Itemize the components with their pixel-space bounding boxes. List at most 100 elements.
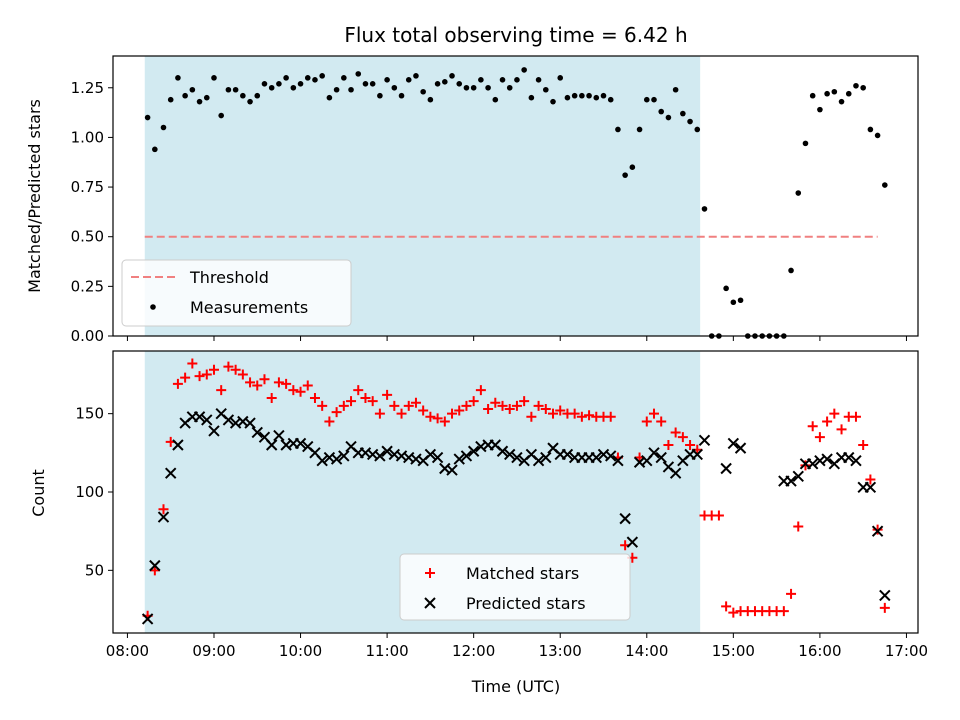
top-legend: Threshold Measurements (121, 259, 352, 327)
top-point-0-35 (398, 92, 405, 99)
top-point-0-38 (420, 88, 426, 95)
bottom-point-0-34 (389, 400, 400, 411)
bottom-point-1-2 (157, 511, 170, 523)
bottom-series-1 (141, 407, 891, 625)
top-point-0-42 (449, 73, 455, 79)
bottom-point-0-54 (533, 400, 544, 411)
bottom-point-1-39 (424, 448, 437, 461)
bottom-point-1-77 (698, 434, 711, 447)
top-point-0-46 (478, 77, 484, 83)
bottom-point-0-50 (504, 403, 515, 414)
x-axis-label: Time (UTC) (471, 677, 560, 696)
bottom-ytick-label-0: 50 (85, 561, 104, 579)
top-point-0-60 (579, 92, 585, 99)
bottom-point-1-83 (792, 470, 804, 483)
bottom-point-1-7 (193, 411, 206, 423)
bottom-point-0-71 (656, 416, 667, 427)
top-point-0-91 (802, 140, 809, 147)
bottom-point-1-54 (532, 454, 545, 467)
top-point-0-67 (629, 164, 636, 171)
bottom-point-0-28 (346, 396, 357, 407)
bottom-point-1-78 (720, 462, 732, 475)
bottom-ytick-label-1: 100 (75, 483, 104, 501)
top-point-0-10 (218, 112, 224, 119)
bottom-point-0-101 (872, 524, 883, 535)
top-point-0-63 (600, 92, 607, 99)
bottom-point-1-80 (734, 442, 747, 454)
top-point-0-47 (485, 84, 491, 91)
top-point-0-51 (514, 77, 520, 83)
bottom-point-1-51 (511, 451, 523, 464)
bottom-point-0-16 (259, 374, 270, 385)
top-point-0-102 (882, 182, 888, 188)
bottom-point-0-47 (483, 403, 494, 414)
bottom-point-1-67 (626, 536, 639, 548)
top-point-0-28 (348, 86, 354, 93)
xtick-label-4: 12:00 (452, 642, 495, 660)
top-point-0-97 (845, 90, 852, 97)
bottom-point-0-12 (230, 364, 241, 375)
top-point-0-29 (355, 71, 362, 77)
top-point-0-2 (160, 124, 167, 131)
bottom-point-1-50 (504, 448, 516, 461)
bottom-point-1-65 (612, 454, 624, 467)
bottom-point-0-22 (302, 380, 313, 391)
bottom-point-0-23 (309, 393, 320, 403)
top-point-0-33 (384, 77, 390, 83)
bottom-point-0-56 (548, 408, 559, 419)
bottom-legend-box (399, 553, 631, 621)
bottom-panel: 50 100 150 08:00 09:00 10:00 11:00 12:00 13:00 14… (29, 350, 928, 696)
top-point-0-92 (809, 92, 816, 99)
bottom-point-1-21 (294, 437, 307, 450)
bottom-point-0-10 (216, 385, 227, 396)
top-point-0-53 (528, 94, 535, 101)
top-point-0-81 (730, 299, 737, 306)
top-point-0-18 (276, 81, 282, 87)
top-point-0-54 (535, 77, 542, 83)
bottom-point-0-20 (288, 385, 299, 396)
top-point-0-58 (564, 94, 571, 101)
top-point-0-45 (470, 84, 477, 91)
bottom-point-0-45 (468, 396, 479, 407)
bottom-point-0-36 (403, 400, 414, 411)
top-point-0-41 (442, 79, 448, 85)
bottom-point-1-18 (273, 429, 285, 442)
top-point-0-23 (312, 77, 318, 83)
top-point-0-55 (542, 86, 549, 93)
top-point-0-22 (304, 75, 311, 81)
bottom-point-0-51 (511, 400, 522, 411)
bottom-point-1-8 (201, 414, 213, 426)
bottom-legend: Matched stars Predicted stars (399, 553, 631, 621)
bottom-point-1-44 (460, 450, 473, 462)
top-point-0-64 (607, 96, 614, 103)
bottom-point-0-26 (331, 407, 342, 418)
top-point-0-8 (203, 94, 210, 101)
top-point-0-25 (326, 94, 333, 101)
bottom-point-1-9 (208, 425, 220, 437)
bottom-point-0-96 (836, 424, 847, 435)
top-point-0-59 (571, 92, 578, 99)
bottom-point-0-60 (576, 411, 587, 422)
top-point-0-1 (152, 146, 158, 153)
bottom-point-1-55 (540, 451, 552, 464)
bottom-point-0-15 (252, 380, 263, 391)
top-point-0-43 (456, 81, 463, 87)
top-point-0-69 (643, 96, 650, 103)
top-point-0-52 (521, 67, 527, 73)
top-point-0-76 (694, 126, 701, 133)
bottom-point-1-64 (605, 450, 617, 462)
bottom-point-0-73 (670, 427, 681, 438)
bottom-point-0-49 (497, 400, 508, 411)
top-point-0-40 (434, 81, 441, 87)
top-point-0-66 (622, 172, 628, 178)
bottom-point-0-39 (425, 411, 436, 422)
bottom-point-0-9 (208, 364, 219, 375)
bottom-point-0-88 (778, 606, 789, 617)
bottom-point-1-79 (727, 437, 740, 450)
top-point-0-9 (211, 75, 217, 81)
bottom-point-0-59 (569, 408, 580, 419)
bottom-point-0-93 (814, 432, 825, 443)
top-point-0-0 (144, 114, 151, 121)
top-point-0-77 (701, 206, 708, 212)
top-point-0-30 (362, 81, 369, 87)
